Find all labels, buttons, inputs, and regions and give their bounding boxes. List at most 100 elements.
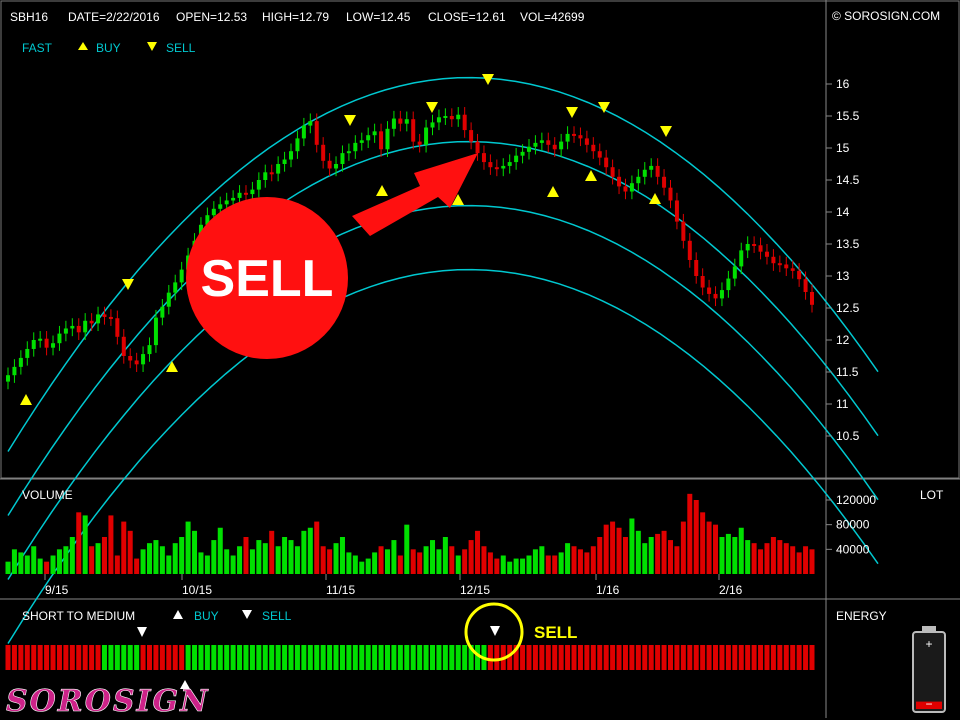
volume-bar	[224, 549, 230, 574]
volume-bar	[552, 555, 558, 574]
trend-stripe-bar	[713, 645, 719, 670]
candle-body	[636, 176, 641, 184]
volume-bar	[384, 549, 390, 574]
volume-bar	[809, 549, 815, 574]
volume-bar	[44, 561, 50, 574]
candle-body	[96, 314, 101, 324]
volume-bar	[69, 537, 75, 574]
volume-tick-label: 40000	[836, 542, 870, 556]
candle-body	[456, 114, 461, 120]
indicator-sell-icon	[242, 610, 252, 619]
volume-bar	[661, 530, 667, 574]
volume-bar	[783, 543, 789, 574]
volume-bar	[307, 527, 313, 574]
volume-bar	[359, 561, 365, 574]
trend-stripe-bar	[89, 645, 95, 670]
volume-bar	[31, 546, 37, 574]
indicator-buy-icon	[173, 610, 183, 619]
trend-stripe-bar	[455, 645, 461, 670]
candle-body	[89, 320, 94, 324]
candle-body	[108, 316, 113, 319]
stripe-sell-marker	[137, 627, 147, 637]
candle-body	[481, 153, 486, 163]
candle-body	[552, 144, 557, 150]
volume-bar	[5, 561, 11, 574]
candle-body	[18, 357, 23, 367]
trend-stripe-bar	[629, 645, 635, 670]
trend-stripe-bar	[790, 645, 796, 670]
trend-stripe-bar	[69, 645, 75, 670]
candle-body	[250, 189, 255, 195]
trend-stripe	[5, 645, 815, 670]
trend-stripe-bar	[661, 645, 667, 670]
date-axis-ticks: 9/15 10/15 11/15 12/15 1/16 2/16	[44, 574, 743, 597]
volume-bar	[282, 537, 288, 574]
volume-bar	[500, 555, 506, 574]
stripe-buy-marker	[180, 680, 190, 689]
volume-bar	[713, 524, 719, 574]
legend-sell-icon	[147, 42, 157, 51]
candle-body	[617, 176, 622, 187]
indicator-buy: BUY	[194, 609, 219, 623]
candle-body	[507, 162, 512, 166]
candle-body	[269, 172, 274, 175]
candle-body	[179, 269, 184, 283]
candle-body	[134, 360, 139, 365]
trend-stripe-bar	[243, 645, 249, 670]
candle-body	[674, 200, 679, 222]
candle-body	[662, 176, 667, 188]
sell-circle	[186, 197, 348, 359]
candle-body	[391, 118, 396, 129]
candle-body	[584, 138, 589, 145]
trend-stripe-bar	[526, 645, 532, 670]
volume-bar	[532, 549, 538, 574]
trend-stripe-bar	[706, 645, 712, 670]
candle-body	[565, 133, 570, 142]
candle-body	[211, 208, 216, 216]
candle-body	[655, 165, 660, 177]
candle-body	[366, 135, 371, 141]
volume-bar	[423, 546, 429, 574]
candle-body	[237, 192, 242, 198]
volume-bar	[706, 521, 712, 574]
volume-bar	[590, 546, 596, 574]
volume-bar	[616, 527, 622, 574]
trend-stripe-bar	[185, 645, 191, 670]
candle-body	[758, 245, 763, 252]
candle-body	[559, 141, 564, 150]
trend-stripe-bar	[301, 645, 307, 670]
volume-bar	[166, 555, 172, 574]
trend-stripe-bar	[320, 645, 326, 670]
volume-bar	[179, 537, 185, 574]
trend-stripe-bar	[384, 645, 390, 670]
candle-body	[44, 338, 49, 348]
candle-body	[777, 263, 782, 266]
candle-body	[572, 133, 577, 136]
volume-bar	[700, 512, 706, 574]
trend-stripe-bar	[44, 645, 50, 670]
volume-bar	[738, 527, 744, 574]
candle-body	[346, 151, 351, 154]
trend-stripe-bar	[217, 645, 223, 670]
candle-body	[83, 320, 88, 333]
sell-signal-icon	[482, 74, 494, 85]
trend-stripe-bar	[108, 645, 114, 670]
sell-arrow-icon	[352, 153, 478, 236]
trend-stripe-bar	[63, 645, 69, 670]
stripe-signal-sell-marker	[490, 626, 500, 636]
volume-bar	[770, 537, 776, 574]
date-tick-label: 2/16	[719, 583, 743, 597]
trend-stripe-bar	[237, 645, 243, 670]
volume-bar	[346, 552, 352, 574]
volume-bar	[397, 555, 403, 574]
volume-bar	[481, 546, 487, 574]
volume-bar	[339, 537, 345, 574]
trend-stripe-bar	[700, 645, 706, 670]
trend-stripe-bar	[777, 645, 783, 670]
volume-bar	[243, 537, 249, 574]
candle-body	[784, 264, 789, 269]
candle-body	[533, 142, 538, 147]
trend-stripe-bar	[584, 645, 590, 670]
volume-bar	[50, 555, 56, 574]
